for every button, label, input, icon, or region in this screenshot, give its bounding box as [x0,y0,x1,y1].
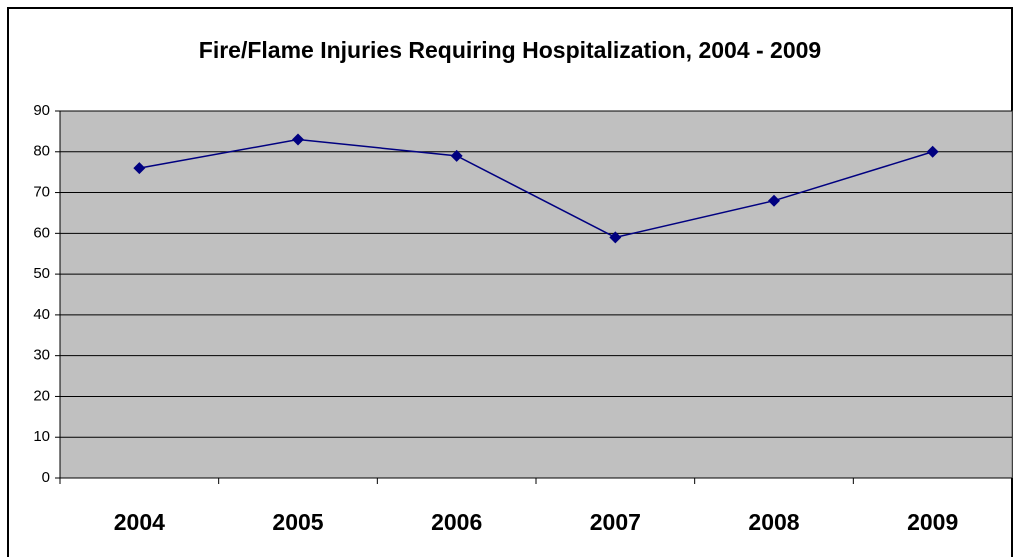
y-tick-label: 20 [33,387,50,404]
y-tick-label: 90 [33,102,50,119]
y-tick-label: 40 [33,306,50,323]
y-tick-label: 0 [42,469,50,486]
data-marker [450,149,463,162]
chart-title: Fire/Flame Injuries Requiring Hospitaliz… [199,37,821,63]
y-tick-label: 10 [33,428,50,445]
plot-area [59,110,1013,479]
x-tick-label: 2007 [590,509,641,535]
data-line [139,138,933,239]
x-tick-label: 2009 [907,509,958,535]
y-tick-label: 60 [33,224,50,241]
y-tick-label: 50 [33,265,50,282]
data-marker [133,162,146,175]
data-marker [926,145,939,158]
data-marker [768,194,780,207]
x-tick-label: 2008 [748,509,799,535]
x-tick-label: 2004 [114,509,165,535]
y-tick-label: 70 [33,184,50,201]
y-tick-label: 30 [33,347,50,364]
x-tick-label: 2006 [431,509,482,535]
y-tick-label: 80 [33,143,50,160]
data-marker [609,231,622,244]
x-tick-label: 2005 [272,509,323,535]
data-marker [292,133,304,146]
